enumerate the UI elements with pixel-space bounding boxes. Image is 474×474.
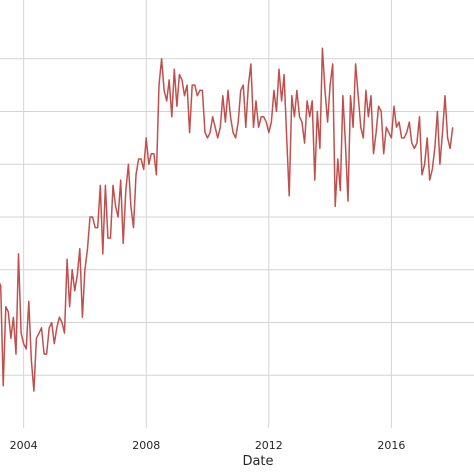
x-gridlines [23, 0, 392, 428]
series-layer [0, 47, 454, 392]
x-tick-label: 2016 [377, 439, 405, 452]
x-tick-labels: 2004 2008 2012 2016 [10, 439, 406, 452]
x-axis-title: Date [242, 454, 273, 469]
y-gridlines [0, 58, 474, 376]
x-tick-label: 2004 [10, 439, 38, 452]
series-line-0 [0, 47, 454, 392]
x-tick-label: 2012 [255, 439, 283, 452]
x-tick-label: 2008 [132, 439, 160, 452]
